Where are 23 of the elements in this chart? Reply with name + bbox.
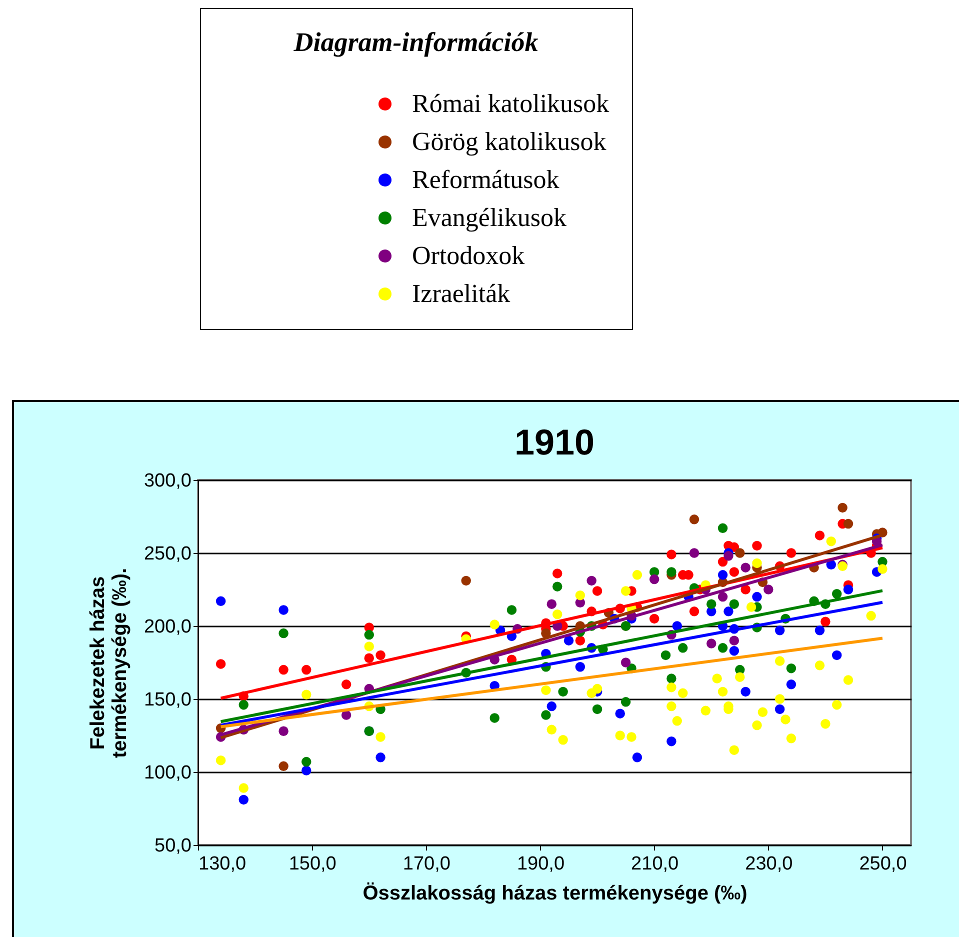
x-tick-label: 230,0 xyxy=(745,854,793,874)
legend-label: Római katolikusok xyxy=(412,89,610,118)
y-tick-label: 300,0 xyxy=(144,470,192,492)
y-tick-label: 200,0 xyxy=(144,616,192,638)
x-tick-label: 250,0 xyxy=(859,854,907,874)
x-tick-label: 130,0 xyxy=(198,854,246,874)
x-axis-title: Összlakosság házas termékenysége (‰) xyxy=(362,882,748,904)
legend-label: Evangélikusok xyxy=(412,203,567,232)
legend-label: Ortodoxok xyxy=(412,241,525,270)
y-tick-label: 50,0 xyxy=(154,836,192,856)
y-axis-title: Felekezetek házas termékenysége (‰). xyxy=(86,568,131,758)
x-tick-label: 210,0 xyxy=(631,854,679,874)
x-tick-label: 150,0 xyxy=(288,854,336,874)
x-tick-label: 190,0 xyxy=(516,854,565,874)
legend-title: Diagram-információk xyxy=(292,27,539,57)
y-tick-label: 250,0 xyxy=(144,544,192,564)
legend-label: Reformátusok xyxy=(412,165,560,194)
y-tick-label: 100,0 xyxy=(144,762,192,784)
x-tick-label: 170,0 xyxy=(402,854,450,874)
legend-label: Görög katolikusok xyxy=(412,127,606,156)
y-tick-label: 150,0 xyxy=(144,690,192,710)
legend-label: Izraeliták xyxy=(412,279,510,308)
chart-title: 1910 xyxy=(514,422,595,462)
